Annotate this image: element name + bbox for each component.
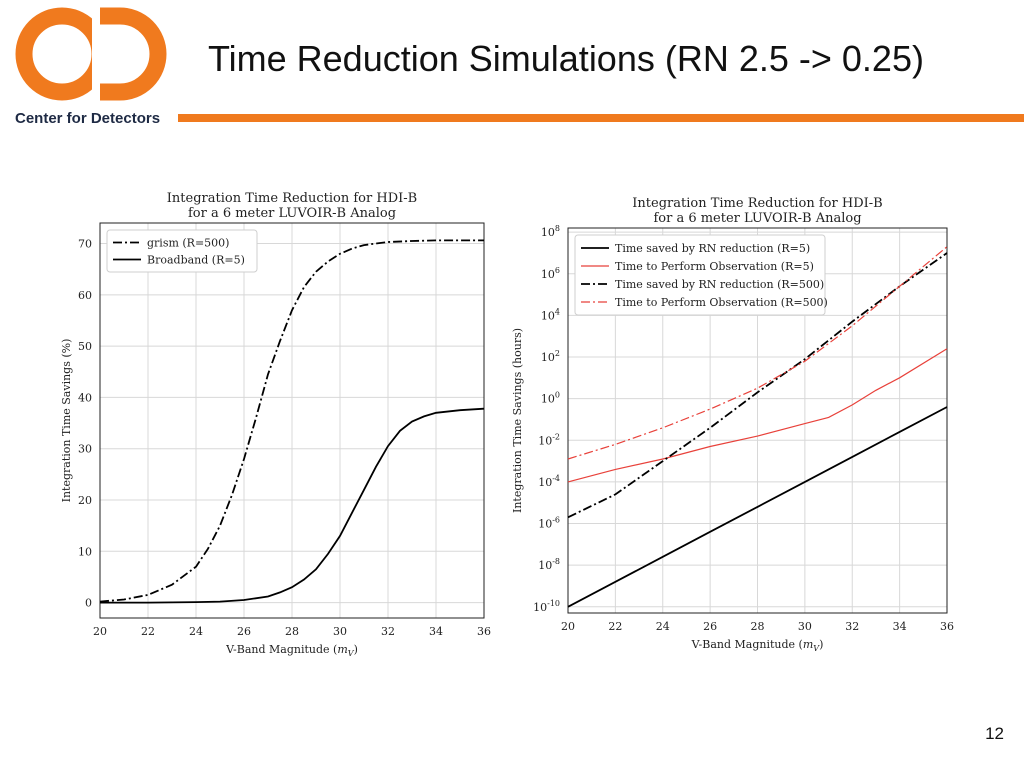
y-tick-label: 30 xyxy=(78,443,92,456)
title-rule xyxy=(178,114,1024,122)
y-tick-label: 10-2 xyxy=(538,432,560,447)
y-tick-label: 0 xyxy=(85,597,92,610)
logo-c-ring xyxy=(15,7,109,101)
x-tick-label: 26 xyxy=(703,620,717,633)
series-line-1 xyxy=(567,406,948,608)
logo-text: Center for Detectors xyxy=(15,110,161,127)
x-tick-label: 20 xyxy=(93,625,107,638)
x-tick-label: 30 xyxy=(798,620,812,633)
y-tick-label: 106 xyxy=(541,266,560,281)
center-for-detectors-logo xyxy=(15,6,167,102)
x-tick-label: 24 xyxy=(656,620,670,633)
chart-title: Integration Time Reduction for HDI-B xyxy=(632,196,882,211)
plot-frame xyxy=(99,222,485,619)
series-line-3 xyxy=(567,252,948,519)
legend-box xyxy=(106,229,258,273)
y-tick-label: 10-4 xyxy=(538,474,560,489)
y-axis-label: Integration Time Savings (hours) xyxy=(511,328,524,513)
y-tick-label: 70 xyxy=(78,238,92,251)
slide-title: Time Reduction Simulations (RN 2.5 -> 0.… xyxy=(208,38,924,79)
x-tick-label: 26 xyxy=(237,625,251,638)
y-axis-label: Integration Time Savings (%) xyxy=(60,339,73,503)
x-tick-label: 22 xyxy=(608,620,622,633)
plot-frame xyxy=(567,227,948,614)
logo-d-shape xyxy=(100,7,167,101)
x-tick-label: 32 xyxy=(381,625,395,638)
legend-box xyxy=(574,234,826,316)
x-tick-label: 20 xyxy=(561,620,575,633)
savings-percent-chart: 20 22 24 26 28 30 32 34 36 0 10 20 30 40 50 60 70 Integra… xyxy=(60,191,491,658)
series-line-2 xyxy=(567,348,948,483)
y-tick-label: 104 xyxy=(541,307,560,322)
x-tick-label: 30 xyxy=(333,625,347,638)
y-tick-label: 102 xyxy=(541,349,560,364)
y-tick-label: 20 xyxy=(78,494,92,507)
x-tick-label: 28 xyxy=(285,625,299,638)
legend-label: Time to Perform Observation (R=5) xyxy=(615,260,814,273)
chart-subtitle: for a 6 meter LUVOIR-B Analog xyxy=(188,206,396,221)
series-line-2 xyxy=(100,407,485,604)
y-tick-label: 10 xyxy=(78,545,92,558)
legend-label: Time saved by RN reduction (R=500) xyxy=(615,278,824,291)
x-tick-label: 32 xyxy=(845,620,859,633)
y-tick-label: 100 xyxy=(541,391,560,406)
y-tick-label: 60 xyxy=(78,289,92,302)
y-tick-label: 10-6 xyxy=(538,516,560,531)
page-number: 12 xyxy=(985,724,1004,743)
y-tick-label: 40 xyxy=(78,391,92,404)
legend-label: grism (R=500) xyxy=(147,237,229,250)
x-tick-label: 22 xyxy=(141,625,155,638)
x-tick-label: 34 xyxy=(429,625,443,638)
legend-label: Time to Perform Observation (R=500) xyxy=(615,296,828,309)
x-tick-label: 34 xyxy=(893,620,907,633)
grid-lines xyxy=(99,223,485,618)
chart-title: Integration Time Reduction for HDI-B xyxy=(167,191,417,206)
x-tick-label: 36 xyxy=(477,625,491,638)
y-tick-label: 10-10 xyxy=(533,599,560,614)
x-tick-label: 24 xyxy=(189,625,203,638)
x-axis-label: V-Band Magnitude (mV) xyxy=(225,643,358,658)
legend-label: Broadband (R=5) xyxy=(147,254,245,267)
y-tick-label: 10-8 xyxy=(538,557,560,572)
x-tick-label: 36 xyxy=(940,620,954,633)
savings-hours-chart: 20 22 24 26 28 30 32 34 36 10-10 10-8 10-6 10-4 10-2 1… xyxy=(511,196,954,653)
y-tick-label: 50 xyxy=(78,340,92,353)
chart-subtitle: for a 6 meter LUVOIR-B Analog xyxy=(653,211,861,226)
series-line-4 xyxy=(567,246,948,460)
y-tick-label: 108 xyxy=(541,224,560,239)
x-tick-label: 28 xyxy=(751,620,765,633)
x-axis-label: V-Band Magnitude (mV) xyxy=(691,638,824,653)
series-line-1 xyxy=(99,239,484,603)
legend-label: Time saved by RN reduction (R=5) xyxy=(615,242,810,255)
